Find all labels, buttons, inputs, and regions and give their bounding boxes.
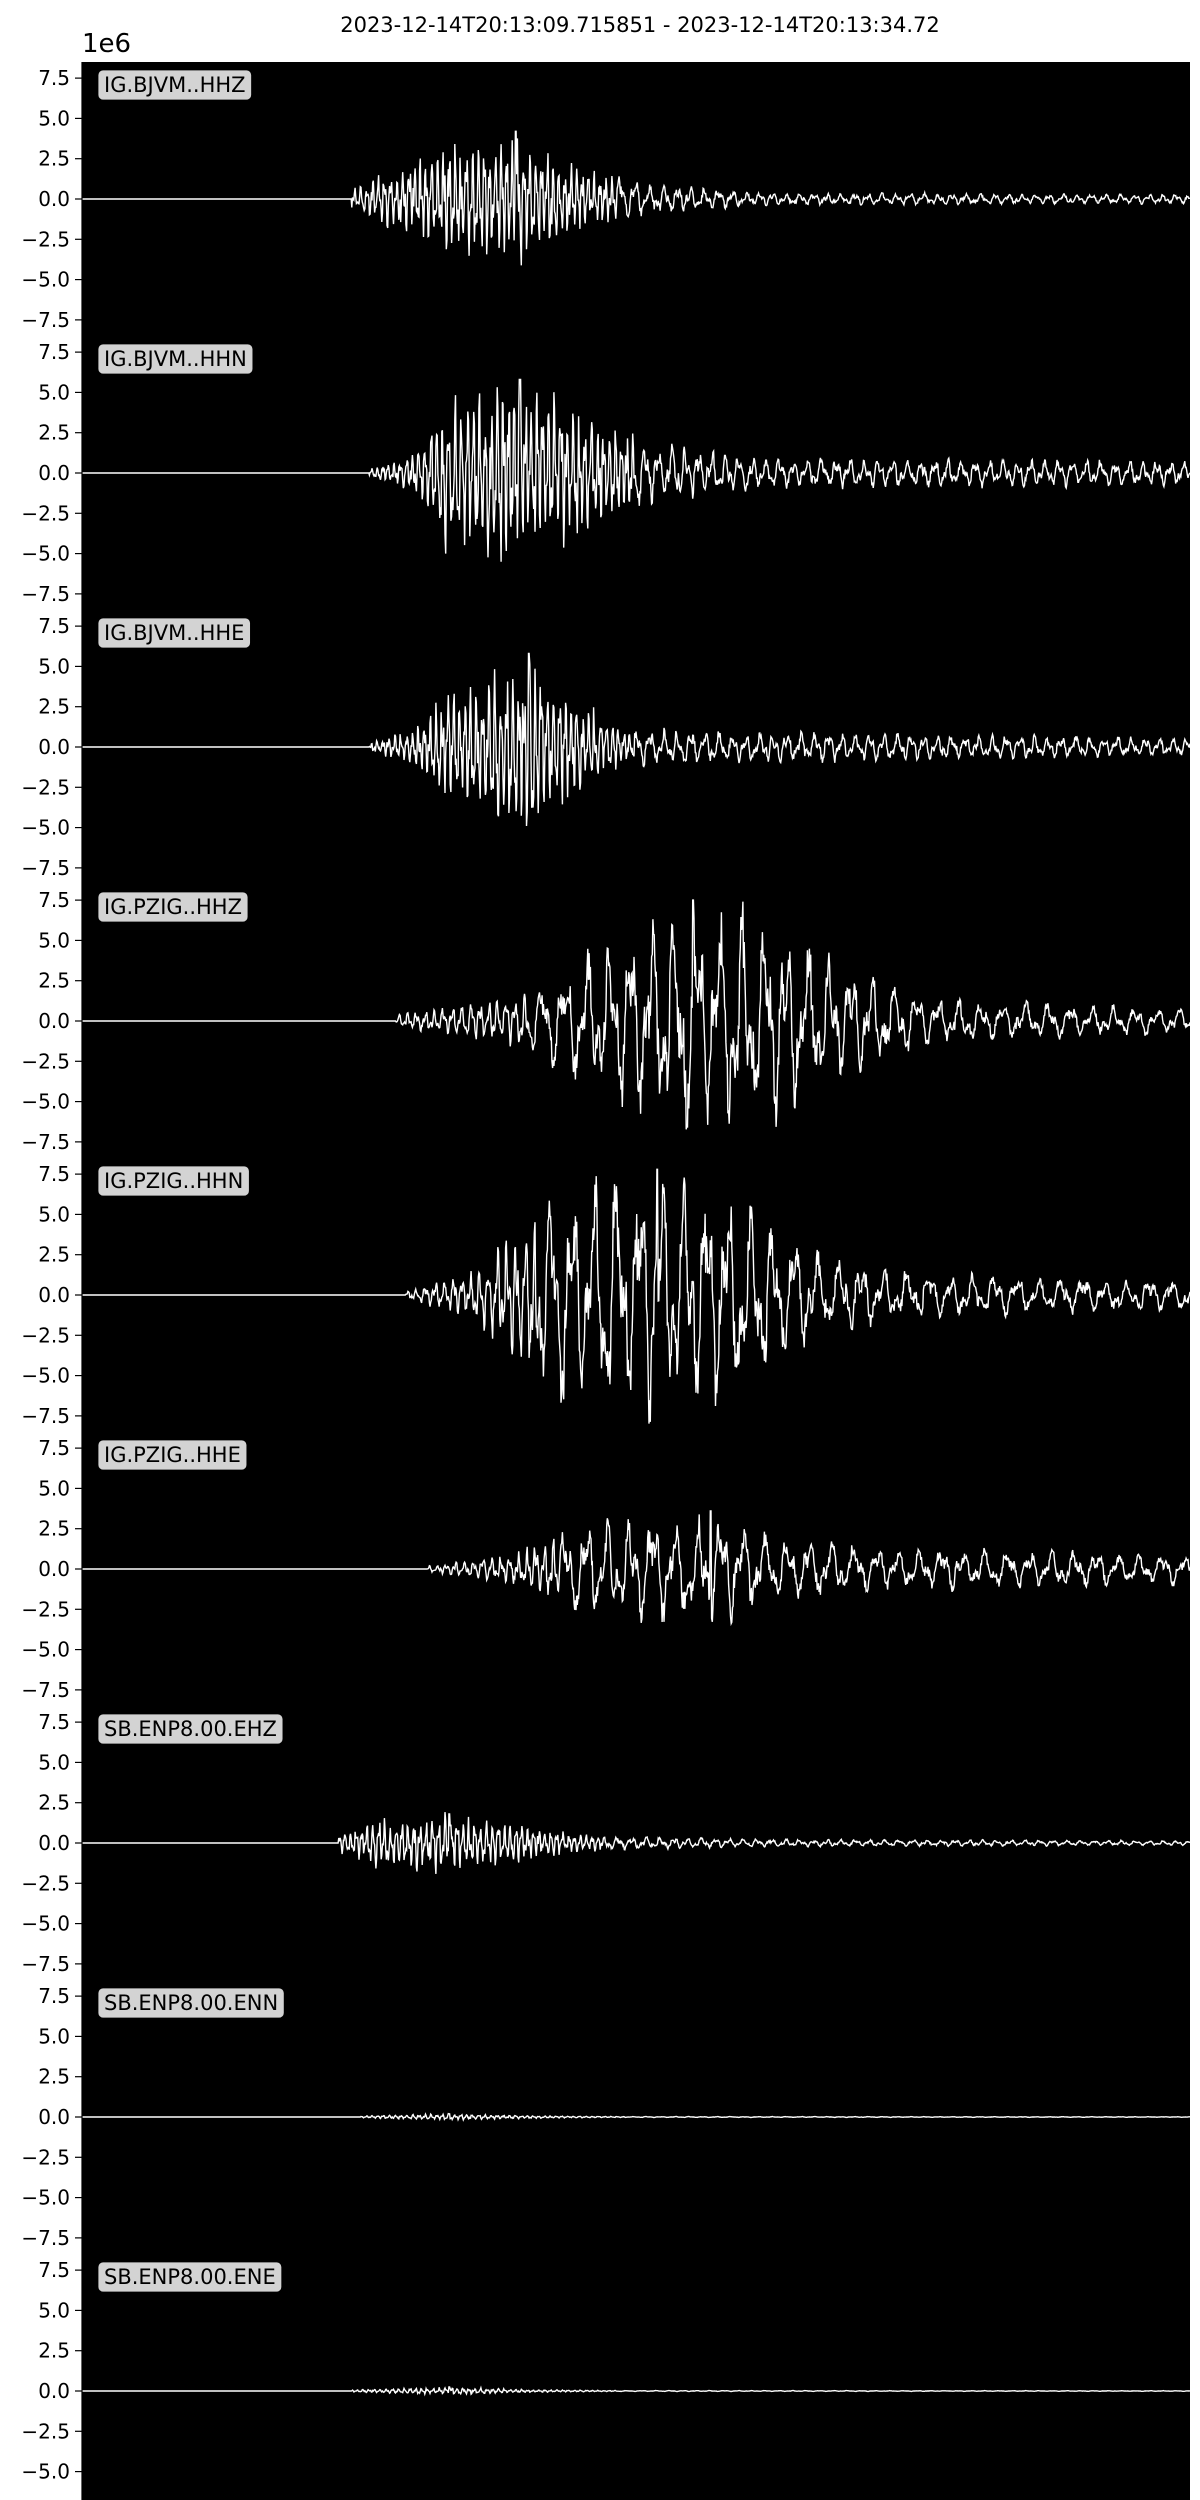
y-tick-label: 2.5 [38,2339,70,2363]
y-tick-label: 7.5 [38,1984,70,2008]
trace-panel: 7.5 5.0 2.5 0.0 −2.5 −5.0 −7.5 SB.ENP8.00.ENN [21,1980,1190,2254]
y-tick-label: 7.5 [38,1436,70,1460]
y-tick-label: −5.0 [21,1912,70,1936]
y-tick-label: −7.5 [21,1130,70,1154]
y-tick-label: 0.0 [38,2379,70,2403]
y-tick-label: −2.5 [21,501,70,525]
y-tick-label: 0.0 [38,1557,70,1581]
y-tick-label: 2.5 [38,695,70,719]
trace-panel: 7.5 5.0 2.5 0.0 −2.5 −5.0 −7.5 IG.BJVM..HHE [21,610,1190,884]
trace-label: IG.BJVM..HHZ [104,73,246,97]
trace-panel: 7.5 5.0 2.5 0.0 −2.5 −5.0 −7.5 IG.PZIG..HHE [21,1432,1190,1706]
y-tick-label: −2.5 [21,1049,70,1073]
y-tick-label: 7.5 [38,66,70,90]
y-tick-label: −2.5 [21,1871,70,1895]
y-tick-label: −2.5 [21,1323,70,1347]
y-tick-label: −5.0 [21,2186,70,2210]
y-tick-label: 5.0 [38,654,70,678]
y-tick-label: 7.5 [38,888,70,912]
y-tick-label: 2.5 [38,1791,70,1815]
y-tick-label: 2.5 [38,147,70,171]
y-tick-label: 0.0 [38,1009,70,1033]
trace-label: SB.ENP8.00.ENN [104,1991,278,2015]
y-tick-label: 5.0 [38,1476,70,1500]
y-tick-label: −7.5 [21,582,70,606]
y-tick-label: 2.5 [38,1243,70,1267]
y-tick-label: 0.0 [38,461,70,485]
y-tick-label: 5.0 [38,106,70,130]
y-tick-label: −5.0 [21,542,70,566]
y-tick-label: −5.0 [21,1090,70,1114]
y-tick-label: 5.0 [38,1202,70,1226]
y-tick-label: −2.5 [21,775,70,799]
y-offset-label: 1e6 [82,29,131,59]
y-tick-label: −7.5 [21,856,70,880]
y-tick-label: 0.0 [38,1831,70,1855]
y-tick-label: −7.5 [21,308,70,332]
y-tick-label: 5.0 [38,928,70,952]
y-tick-label: 5.0 [38,2024,70,2048]
y-tick-label: 0.0 [38,187,70,211]
y-tick-label: 5.0 [38,2298,70,2322]
trace-panel: 7.5 5.0 2.5 0.0 −2.5 −5.0 −7.5 SB.ENP8.00.EHZ [21,1706,1190,1980]
y-tick-label: −2.5 [21,2145,70,2169]
y-tick-label: 7.5 [38,340,70,364]
y-tick-label: 7.5 [38,2258,70,2282]
trace-label: IG.PZIG..HHN [104,1169,243,1193]
y-tick-label: −7.5 [21,1952,70,1976]
trace-label: SB.ENP8.00.ENE [104,2265,276,2289]
y-tick-label: 2.5 [38,421,70,445]
y-tick-label: 7.5 [38,1710,70,1734]
y-tick-label: 0.0 [38,1283,70,1307]
trace-panel: 7.55.02.50.0−2.5−5.0−7.5SB.ENP8.00.ENE [21,2254,1190,2500]
trace-panel: 7.5 5.0 2.5 0.0 −2.5 −5.0 −7.5 IG.BJVM..HHN [21,336,1190,610]
y-tick-label: 5.0 [38,1750,70,1774]
chart-title: 2023-12-14T20:13:09.715851 - 2023-12-14T… [340,13,940,37]
y-tick-label: −2.5 [21,227,70,251]
trace-label: IG.PZIG..HHZ [104,895,242,919]
y-tick-label: 0.0 [38,735,70,759]
y-tick-label: 2.5 [38,1517,70,1541]
trace-label: SB.ENP8.00.EHZ [104,1717,277,1741]
trace-panel: 7.5 5.0 2.5 0.0 −2.5 −5.0 −7.5 IG.PZIG..HHZ [21,884,1190,1158]
y-tick-label: 0.0 [38,2105,70,2129]
y-tick-label: −2.5 [21,1597,70,1621]
y-tick-label: −5.0 [21,2460,70,2484]
trace-panels: 7.5 5.0 2.5 0.0 −2.5 −5.0 −7.5 IG.BJVM..HHZ 7.5 5… [21,62,1190,2500]
trace-label: IG.PZIG..HHE [104,1443,241,1467]
trace-label: IG.BJVM..HHN [104,347,247,371]
trace-label: IG.BJVM..HHE [104,621,244,645]
y-tick-label: 2.5 [38,969,70,993]
y-tick-label: 5.0 [38,380,70,404]
y-tick-label: −7.5 [21,1404,70,1428]
y-tick-label: 7.5 [38,614,70,638]
y-tick-label: 2.5 [38,2065,70,2089]
trace-panel: 7.5 5.0 2.5 0.0 −2.5 −5.0 −7.5 IG.BJVM..HHZ [21,62,1190,336]
y-tick-label: −7.5 [21,1678,70,1702]
y-tick-label: 7.5 [38,1162,70,1186]
y-tick-label: −5.0 [21,816,70,840]
y-tick-label: −5.0 [21,1638,70,1662]
trace-panel: 7.5 5.0 2.5 0.0 −2.5 −5.0 −7.5 IG.PZIG..HHN [21,1158,1190,1432]
y-tick-label: −5.0 [21,268,70,292]
y-tick-label: −2.5 [21,2419,70,2443]
y-tick-label: −7.5 [21,2226,70,2250]
y-tick-label: −5.0 [21,1364,70,1388]
